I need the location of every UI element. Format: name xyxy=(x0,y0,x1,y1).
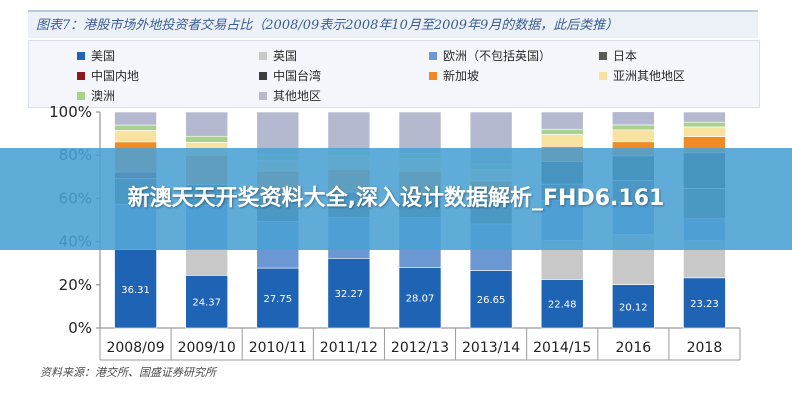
x-tick-label: 2013/14 xyxy=(462,340,520,356)
bar-segment xyxy=(398,267,442,329)
data-label: 32.27 xyxy=(335,289,364,300)
bar-segment xyxy=(114,249,157,329)
bar-segment xyxy=(612,124,655,131)
legend-item: 中国台湾 xyxy=(259,67,321,84)
x-tick-label: 2018 xyxy=(687,340,723,356)
legend-swatch xyxy=(77,91,85,100)
chart-title: 图表7：港股市场外地投资者交易占比（2008/09表示2008年10月至2009… xyxy=(36,18,619,33)
bar-segment xyxy=(540,111,584,130)
legend-label: 其他地区 xyxy=(273,89,322,103)
x-tick-label: 2009/10 xyxy=(178,340,236,356)
legend-swatch xyxy=(77,51,85,60)
legend-label: 美国 xyxy=(91,49,116,63)
data-label: 27.75 xyxy=(263,294,292,305)
bar-segment xyxy=(540,279,584,329)
legend-swatch xyxy=(259,91,267,100)
legend-swatch xyxy=(429,51,437,60)
bar-segment xyxy=(327,257,371,329)
legend: 美国 英国 欧洲（不包括英国） 日本中国内地 中国台湾 新加坡 亚洲其他地区澳洲 其他地区 xyxy=(28,40,760,108)
bar-segment xyxy=(114,130,157,143)
y-tick-label: 0% xyxy=(68,319,92,337)
legend-item: 英国 xyxy=(259,47,297,64)
legend-item: 澳洲 xyxy=(77,87,115,104)
legend-item: 美国 xyxy=(77,47,115,64)
legend-item: 新加坡 xyxy=(429,67,479,84)
y-tick-label: 20% xyxy=(59,276,92,294)
data-label: 20.12 xyxy=(619,302,648,313)
bar-segment xyxy=(683,126,726,137)
bar-segment xyxy=(683,121,726,128)
banner-text: 新澳天天开奖资料大全,深入设计数据解析_FHD6.161 xyxy=(127,186,665,211)
legend-swatch xyxy=(599,71,607,80)
overlay-banner: 新澳天天开奖资料大全,深入设计数据解析_FHD6.161 xyxy=(0,148,792,250)
data-label: 23.23 xyxy=(690,299,719,310)
data-label: 26.65 xyxy=(477,295,506,306)
legend-swatch xyxy=(77,71,85,80)
bar-segment xyxy=(540,134,584,147)
x-tick-label: 2011/12 xyxy=(320,340,378,356)
source-note: 资料来源：港交所、国盛证券研究所 xyxy=(40,366,216,379)
x-tick-label: 2016 xyxy=(616,340,652,356)
legend-item: 欧洲（不包括英国） xyxy=(429,47,551,64)
bar-segment xyxy=(683,277,726,329)
legend-swatch xyxy=(429,71,437,80)
data-label: 24.37 xyxy=(192,298,221,309)
legend-label: 英国 xyxy=(273,49,298,63)
x-tick-label: 2008/09 xyxy=(106,340,164,356)
legend-label: 欧洲（不包括英国） xyxy=(443,49,552,63)
bar-segment xyxy=(114,111,157,126)
legend-label: 日本 xyxy=(613,49,638,63)
data-label: 36.31 xyxy=(121,285,150,296)
bar-segment xyxy=(185,275,228,329)
y-tick-label: 100% xyxy=(49,103,92,121)
bar-segment xyxy=(256,267,300,329)
legend-label: 新加坡 xyxy=(443,69,480,83)
bar-segment xyxy=(327,111,371,151)
data-label: 22.48 xyxy=(548,300,577,311)
legend-swatch xyxy=(259,71,267,80)
bar-segment xyxy=(612,129,655,143)
bar-segment xyxy=(612,111,655,126)
legend-swatch xyxy=(599,51,607,60)
title-bar xyxy=(28,10,758,38)
data-label: 28.07 xyxy=(406,294,435,305)
x-tick-label: 2014/15 xyxy=(533,340,591,356)
x-tick-label: 2012/13 xyxy=(391,340,449,356)
bar-segment xyxy=(114,124,157,131)
legend-label: 中国内地 xyxy=(91,69,140,83)
legend-item: 亚洲其他地区 xyxy=(599,67,685,84)
legend-label: 亚洲其他地区 xyxy=(613,69,686,83)
legend-item: 日本 xyxy=(599,47,637,64)
bar-segment xyxy=(540,128,584,135)
legend-swatch xyxy=(259,51,267,60)
bar-segment xyxy=(185,111,228,137)
legend-item: 其他地区 xyxy=(259,87,321,104)
bar-segment xyxy=(398,111,442,154)
legend-label: 中国台湾 xyxy=(273,69,322,83)
legend-item: 中国内地 xyxy=(77,67,139,84)
bar-segment xyxy=(683,111,726,123)
bar-segment xyxy=(185,135,228,143)
bar-segment xyxy=(185,249,228,276)
bar-segment xyxy=(469,270,513,329)
legend-label: 澳洲 xyxy=(91,89,116,103)
x-tick-label: 2010/11 xyxy=(249,340,307,356)
